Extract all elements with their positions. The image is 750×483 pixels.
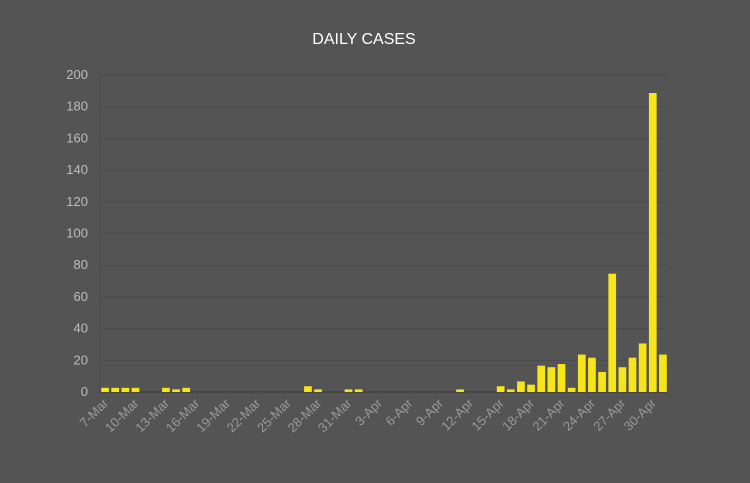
y-tick-label: 0 xyxy=(81,384,88,399)
x-tick-label: 21-Apr xyxy=(529,395,568,434)
y-tick-label: 40 xyxy=(74,321,88,336)
x-tick-label: 15-Apr xyxy=(469,395,508,434)
y-tick-label: 200 xyxy=(66,67,88,82)
bar-27-Mar xyxy=(304,386,312,392)
y-tick-label: 80 xyxy=(74,257,88,272)
y-tick-label: 180 xyxy=(66,99,88,114)
y-tick-label: 100 xyxy=(66,226,88,241)
x-tick-label: 3-Apr xyxy=(352,395,386,429)
y-tick-label: 140 xyxy=(66,162,88,177)
bar-8-Mar xyxy=(111,387,120,392)
x-tick-label: 6-Apr xyxy=(382,395,416,429)
bar-27-Apr xyxy=(618,367,627,392)
bar-1-May xyxy=(659,354,667,392)
bar-15-Mar xyxy=(182,387,191,392)
bar-1-Apr xyxy=(354,389,363,392)
bar-23-Apr xyxy=(577,354,586,392)
bar-28-Apr xyxy=(628,357,637,392)
y-tick-label: 20 xyxy=(74,352,88,367)
bar-25-Apr xyxy=(598,371,606,392)
bars xyxy=(101,93,667,393)
x-tick-label: 27-Apr xyxy=(590,395,629,434)
x-tick-label: 24-Apr xyxy=(560,395,599,434)
bar-21-Apr xyxy=(557,364,566,392)
bar-22-Apr xyxy=(567,387,576,392)
bar-15-Apr xyxy=(496,386,505,392)
bar-20-Apr xyxy=(547,367,556,392)
bar-16-Apr xyxy=(506,389,515,392)
bar-14-Mar xyxy=(172,389,180,392)
y-tick-label: 60 xyxy=(74,289,88,304)
bar-9-Mar xyxy=(121,387,130,392)
bar-17-Apr xyxy=(517,381,525,392)
bar-13-Mar xyxy=(162,387,170,392)
bar-7-Mar xyxy=(101,387,109,392)
bar-24-Apr xyxy=(588,357,596,392)
bar-28-Mar xyxy=(314,389,322,392)
bar-30-Apr xyxy=(648,93,657,393)
grid xyxy=(99,74,668,393)
bar-19-Apr xyxy=(537,365,546,392)
y-axis: 0 20 40 60 80 100 120 140 160 180 200 xyxy=(66,67,88,399)
bar-10-Mar xyxy=(131,387,140,392)
x-tick-label: 31-Mar xyxy=(315,395,355,435)
y-tick-label: 160 xyxy=(66,130,88,145)
bar-18-Apr xyxy=(527,384,535,392)
bar-31-Mar xyxy=(344,389,353,392)
x-tick-label: 12-Apr xyxy=(438,395,477,434)
x-tick-label: 18-Apr xyxy=(499,395,538,434)
bar-11-Apr xyxy=(456,389,464,392)
x-axis: 7-Mar10-Mar13-Mar16-Mar19-Mar22-Mar25-Ma… xyxy=(77,395,660,435)
bar-26-Apr xyxy=(608,273,617,392)
x-tick-label: 30-Apr xyxy=(621,395,660,434)
y-tick-label: 120 xyxy=(66,194,88,209)
bar-29-Apr xyxy=(638,343,647,392)
chart-title: DAILY CASES xyxy=(312,31,415,48)
